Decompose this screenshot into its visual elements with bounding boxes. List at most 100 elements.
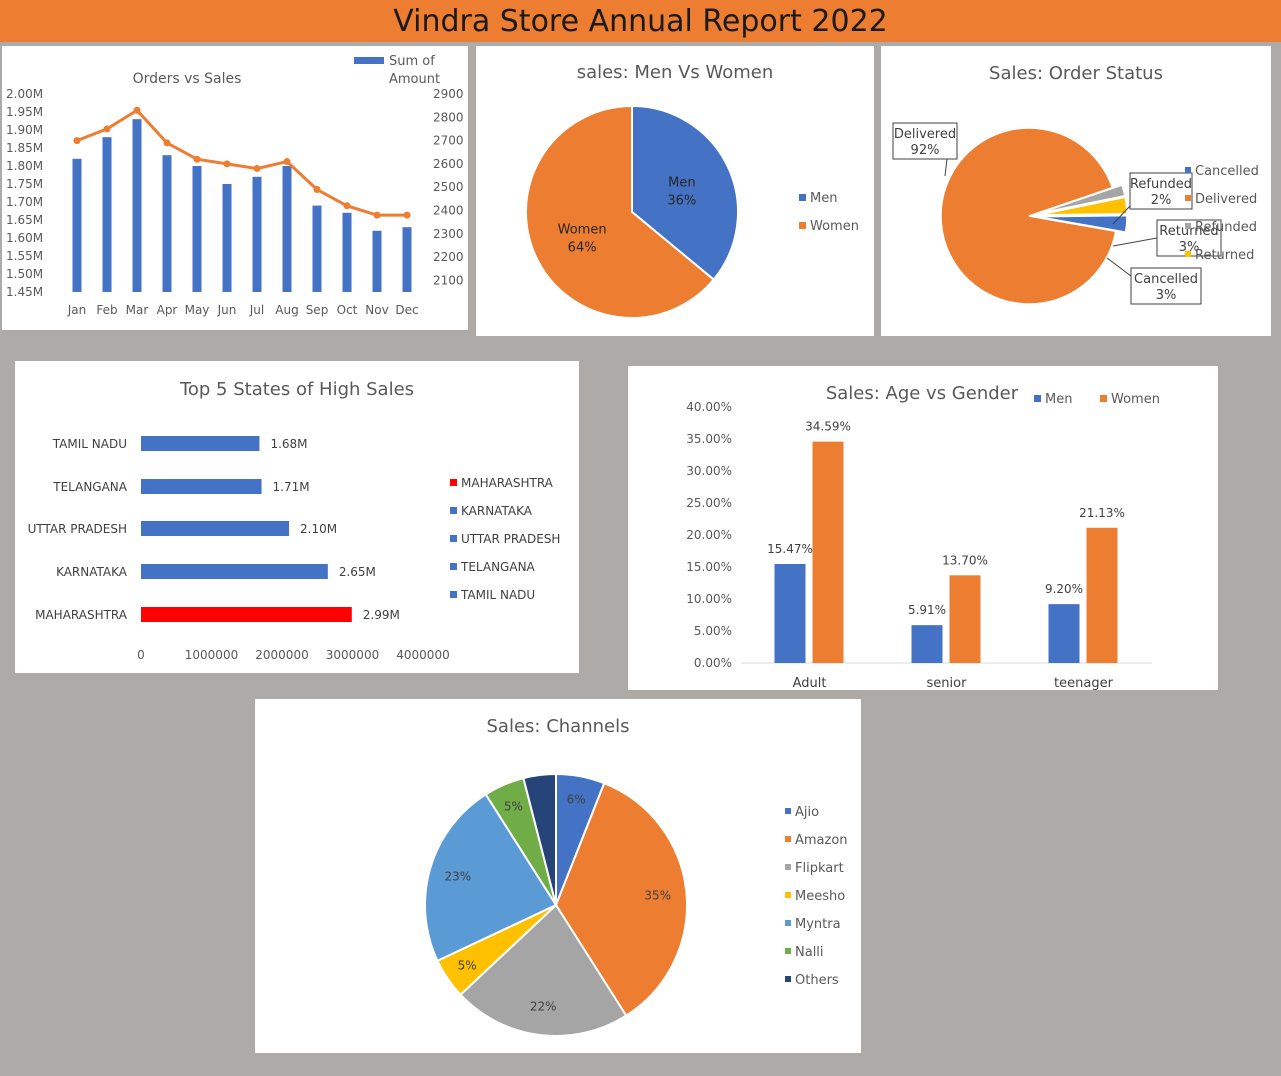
state-label: TELANGANA [52, 480, 128, 494]
orders-point [104, 125, 111, 132]
state-value-label: 2.10M [300, 522, 337, 536]
delivered-callout-name: Delivered [894, 127, 956, 142]
x-tick-label: 3000000 [326, 648, 379, 662]
legend-label: Sum of [389, 54, 435, 69]
slice-name-label: Men [668, 176, 695, 191]
x-tick-label: senior [927, 676, 968, 690]
legend-swatch [785, 948, 791, 954]
sales-bar [193, 166, 202, 292]
state-value-label: 2.99M [363, 608, 400, 622]
legend-label: Flipkart [795, 861, 844, 876]
x-tick-label: Sep [306, 303, 329, 317]
slice-percent-label: 23% [445, 869, 472, 883]
state-bar [141, 436, 259, 451]
legend-label: Amazon [795, 833, 848, 848]
orders-point [254, 165, 261, 172]
legend-swatch [1185, 195, 1191, 201]
right-tick-label: 2900 [433, 87, 464, 101]
legend-label: Men [810, 191, 837, 206]
state-label: UTTAR PRADESH [28, 522, 127, 536]
x-tick-label: Apr [157, 303, 178, 317]
bar-value-label: 34.59% [805, 420, 851, 434]
x-tick-label: Aug [275, 303, 298, 317]
left-tick-label: 1.75M [6, 177, 43, 191]
legend-label: Refunded [1195, 220, 1257, 235]
legend-swatch [785, 808, 791, 814]
orders-line [77, 110, 407, 215]
x-tick-label: Jun [217, 303, 237, 317]
orders-point [344, 202, 351, 209]
y-tick-label: 20.00% [686, 528, 732, 542]
age-vs-gender-chart: Sales: Age vs Gender Men Women 40.00% 35.00%… [628, 366, 1218, 690]
legend-label: Nalli [795, 945, 824, 960]
orders-point [374, 212, 381, 219]
refunded-callout-value: 2% [1151, 193, 1172, 208]
channels-panel[interactable]: Sales: Channels 6% 35% 22% 5% 23% 5% Ajio Amazon… [255, 699, 861, 1053]
orders-vs-sales-chart: Orders vs SalesSum ofAmount2.00M1.95M1.9… [2, 46, 468, 330]
legend-swatch [450, 563, 457, 570]
state-value-label: 1.68M [270, 437, 307, 451]
x-tick-label: Nov [365, 303, 388, 317]
y-tick-label: 10.00% [686, 592, 732, 606]
left-tick-label: 1.45M [6, 285, 43, 299]
order-status-panel[interactable]: Sales: Order Status Delivered 92% Refunded 2… [881, 46, 1271, 336]
legend-swatch [799, 222, 806, 229]
sales-bar [103, 137, 112, 292]
men-vs-women-panel[interactable]: sales: Men Vs Women Men 36% Women 64% Men Wome… [476, 46, 874, 336]
left-tick-label: 1.60M [6, 231, 43, 245]
state-label: MAHARASHTRA [35, 608, 128, 622]
x-tick-label: Feb [96, 303, 117, 317]
refunded-callout-name: Refunded [1130, 177, 1192, 192]
bar-value-label: 9.20% [1045, 582, 1083, 596]
returned-callout-leader [1113, 238, 1157, 246]
report-title: Vindra Store Annual Report 2022 [393, 4, 888, 39]
slice-percent-label: 5% [458, 958, 477, 972]
right-tick-label: 2400 [433, 203, 464, 217]
orders-point [134, 107, 141, 114]
women-bar [950, 575, 981, 663]
sales-bar [73, 159, 82, 292]
x-tick-label: Jan [67, 303, 87, 317]
report-title-bar: Vindra Store Annual Report 2022 [0, 0, 1281, 42]
legend-swatch [785, 976, 791, 982]
left-tick-label: 1.90M [6, 123, 43, 137]
right-tick-label: 2100 [433, 273, 464, 287]
state-label: KARNATAKA [56, 565, 128, 579]
top-states-panel[interactable]: Top 5 States of High Sales TAMIL NADU 1.68… [15, 361, 579, 673]
men-bar [912, 625, 943, 663]
cancelled-callout-leader [1107, 258, 1131, 276]
y-tick-label: 25.00% [686, 496, 732, 510]
right-tick-label: 2700 [433, 134, 464, 148]
left-tick-label: 1.95M [6, 105, 43, 119]
legend-label: Meesho [795, 889, 845, 904]
slice-percent-label: 6% [567, 792, 586, 806]
y-tick-label: 0.00% [694, 656, 732, 670]
legend-label: Women [1111, 392, 1160, 407]
x-tick-label: 2000000 [255, 648, 308, 662]
legend-swatch [785, 920, 791, 926]
orders-point [314, 186, 321, 193]
orders-point [224, 160, 231, 167]
cancelled-callout-name: Cancelled [1134, 272, 1198, 287]
women-bar [813, 442, 844, 663]
right-tick-label: 2300 [433, 227, 464, 241]
x-tick-label: 4000000 [396, 648, 449, 662]
sales-bar [373, 231, 382, 292]
right-tick-label: 2600 [433, 157, 464, 171]
sales-bar [163, 155, 172, 292]
sales-bar [343, 213, 352, 292]
orders-vs-sales-panel[interactable]: Orders vs Sales Sum of Amount 2.00M 1.95M 1.9… [2, 46, 468, 330]
chart-title: sales: Men Vs Women [577, 62, 774, 83]
left-tick-label: 2.00M [6, 87, 43, 101]
delivered-callout-leader [945, 159, 947, 176]
y-tick-label: 5.00% [694, 624, 732, 638]
legend-swatch [450, 479, 457, 486]
age-vs-gender-panel[interactable]: Sales: Age vs Gender Men Women 40.00% 35.00%… [628, 366, 1218, 690]
men-vs-women-chart: sales: Men Vs Women Men 36% Women 64% Men Wome… [476, 46, 874, 336]
legend-swatch [1034, 395, 1041, 402]
state-bar [141, 521, 289, 536]
x-tick-label: 0 [137, 648, 145, 662]
x-tick-label: teenager [1054, 676, 1114, 690]
chart-title: Sales: Order Status [989, 63, 1163, 84]
left-tick-label: 1.70M [6, 195, 43, 209]
